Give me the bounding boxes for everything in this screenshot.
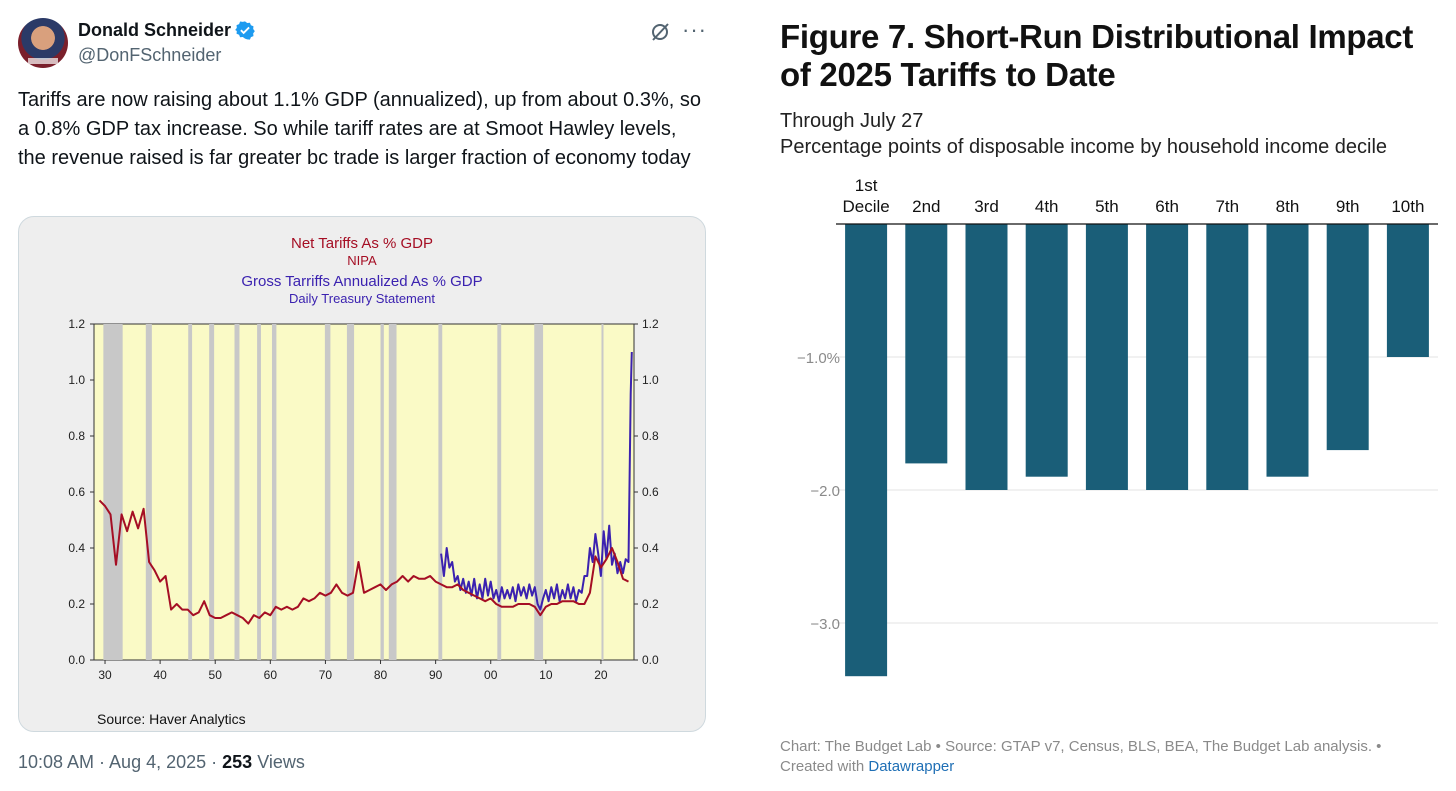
figure-title: Figure 7. Short-Run Distributional Impac… — [780, 18, 1414, 93]
y-tick-label-left: 0.2 — [68, 597, 85, 611]
figure-credits: Chart: The Budget Lab • Source: GTAP v7,… — [780, 737, 1450, 777]
recession-band — [388, 324, 397, 660]
views-count: 253 — [222, 752, 253, 772]
recession-band — [534, 324, 544, 660]
recession-band — [145, 324, 152, 660]
bar-10 — [1386, 224, 1429, 357]
chart-plot-area: 0.0 0.0 0.2 0.2 0.4 0.4 0.6 0.6 0.8 0.8 1.0 1.0 1.2 1… — [68, 317, 659, 682]
bar-8 — [1266, 224, 1309, 477]
tariffs-line-chart: Net Tariffs As % GDP NIPA Gross Tarriffs… — [68, 235, 659, 727]
y-tick-label: −2.0 — [810, 483, 840, 500]
category-label: 2nd — [912, 197, 940, 216]
bar-5 — [1085, 224, 1128, 490]
views-label: Views — [252, 752, 305, 772]
category-label: 9th — [1336, 197, 1360, 216]
bar-9 — [1326, 224, 1369, 451]
decile-bar-chart: −1.0% −2.0 −3.0 1st Decile 2nd 3rd 4th 5th 6th 7th… — [797, 176, 1438, 677]
chart-title-gross: Gross Tarriffs Annualized As % GDP — [241, 273, 482, 290]
recession-band — [188, 324, 193, 660]
category-label: 4th — [1035, 197, 1059, 216]
chart-title-net: Net Tariffs As % GDP — [291, 235, 433, 252]
recession-band — [257, 324, 261, 660]
category-label: 10th — [1391, 197, 1424, 216]
grok-icon[interactable] — [648, 20, 672, 44]
y-tick-label-left: 1.2 — [68, 317, 85, 331]
y-tick-label-left: 0.0 — [68, 653, 85, 667]
author-name[interactable]: Donald Schneider — [78, 20, 232, 40]
datawrapper-link[interactable]: Datawrapper — [868, 758, 955, 775]
bar-7 — [1206, 224, 1249, 490]
x-tick-label: 80 — [374, 668, 388, 682]
plot-background — [93, 323, 635, 661]
x-tick-label: 60 — [264, 668, 278, 682]
chart-subtitle-net: NIPA — [347, 253, 377, 268]
author-handle[interactable]: @DonFSchneider — [78, 45, 222, 65]
x-tick-label: 40 — [153, 668, 167, 682]
x-tick-label: 00 — [484, 668, 498, 682]
x-tick-label: 10 — [539, 668, 553, 682]
recession-band — [601, 324, 604, 660]
tweet-media[interactable]: Net Tariffs As % GDP NIPA Gross Tarriffs… — [18, 216, 706, 732]
figure-panel: Figure 7. Short-Run Distributional Impac… — [780, 0, 1456, 791]
x-tick-label: 90 — [429, 668, 443, 682]
x-tick-label: 70 — [319, 668, 333, 682]
bar-6 — [1146, 224, 1189, 490]
y-tick-label-left: 0.8 — [68, 429, 85, 443]
tweet-meta: 10:08 AM · Aug 4, 2025 · 253 Views — [18, 752, 305, 773]
bar-2 — [905, 224, 948, 464]
y-tick-label-right: 0.8 — [642, 429, 659, 443]
figure-subtitle-units: Percentage points of disposable income b… — [780, 136, 1388, 158]
category-label: 7th — [1215, 197, 1239, 216]
recession-band — [209, 324, 215, 660]
bar-1 — [845, 224, 888, 677]
y-tick-label: −3.0 — [810, 616, 840, 633]
figure-source-note: Chart: The Budget Lab • Source: GTAP v7,… — [780, 738, 1382, 755]
y-tick-label-right: 1.0 — [642, 373, 659, 387]
bar-3 — [965, 224, 1008, 490]
bar-4 — [1025, 224, 1068, 477]
author-name-row[interactable]: Donald Schneider — [78, 20, 255, 41]
gross-tariffs-line — [440, 351, 633, 611]
y-tick-label-right: 1.2 — [642, 317, 659, 331]
author-avatar[interactable] — [18, 18, 68, 68]
category-label: 6th — [1155, 197, 1179, 216]
recession-band — [497, 324, 502, 660]
figure-subtitle-date: Through July 27 — [780, 110, 924, 132]
recession-band — [380, 324, 384, 660]
chart-subtitle-gross: Daily Treasury Statement — [289, 291, 435, 306]
recession-band — [234, 324, 240, 660]
x-tick-label: 50 — [209, 668, 223, 682]
chart-source: Source: Haver Analytics — [97, 711, 246, 727]
recession-band — [346, 324, 355, 660]
y-tick-label-right: 0.4 — [642, 541, 659, 555]
category-label: 5th — [1095, 197, 1119, 216]
tweet-timestamp[interactable]: 10:08 AM · Aug 4, 2025 · — [18, 752, 223, 772]
y-tick-label: −1.0% — [797, 350, 840, 367]
more-options-icon[interactable]: ··· — [682, 17, 707, 42]
y-tick-label-left: 0.4 — [68, 541, 85, 555]
x-tick-label: 30 — [98, 668, 112, 682]
y-tick-label-left: 1.0 — [68, 373, 85, 387]
figure-created-with: Created with — [780, 758, 869, 775]
y-tick-label-left: 0.6 — [68, 485, 85, 499]
category-label: 3rd — [974, 197, 999, 216]
figure-subtitle: Through July 27 Percentage points of dis… — [780, 108, 1387, 160]
y-tick-label-right: 0.2 — [642, 597, 659, 611]
category-label: 1st Decile — [842, 176, 889, 216]
y-tick-label-right: 0.0 — [642, 653, 659, 667]
net-tariffs-line — [98, 499, 629, 625]
recession-band — [324, 324, 331, 660]
tweet-text: Tariffs are now raising about 1.1% GDP (… — [18, 89, 701, 169]
category-label: 8th — [1276, 197, 1300, 216]
tweet-card: Donald Schneider @DonFSchneider ··· Tari… — [18, 17, 707, 773]
y-tick-label-right: 0.6 — [642, 485, 659, 499]
recession-band — [103, 324, 123, 660]
recession-band — [271, 324, 277, 660]
x-tick-label: 20 — [594, 668, 608, 682]
verified-badge-icon — [235, 21, 255, 40]
recession-band — [438, 324, 443, 660]
